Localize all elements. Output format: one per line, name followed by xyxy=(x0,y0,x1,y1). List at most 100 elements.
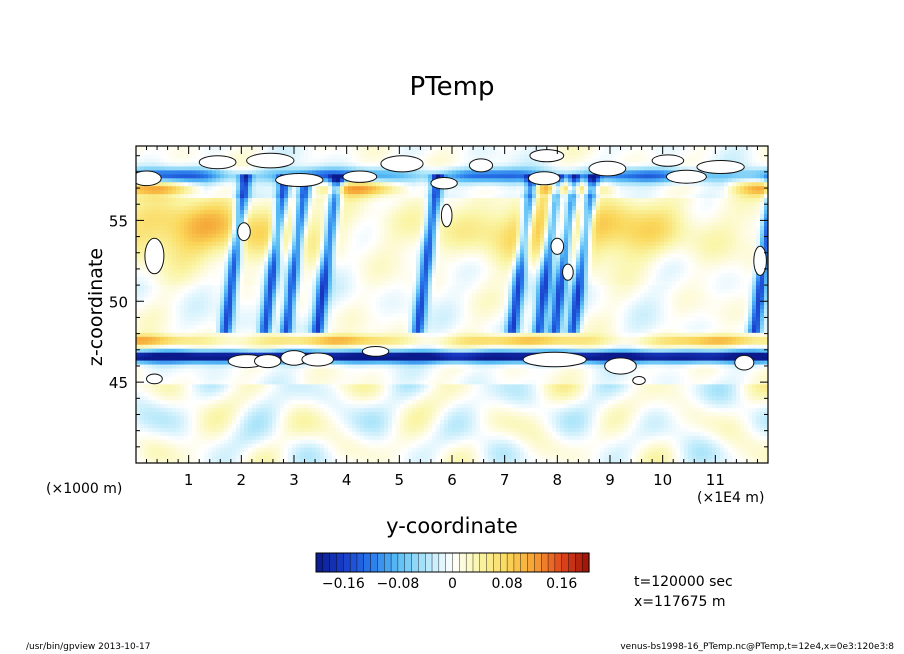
heatmap-cell xyxy=(212,146,217,151)
heatmap-cell xyxy=(256,189,261,195)
heatmap-cell xyxy=(264,205,269,210)
heatmap-cell xyxy=(352,241,357,246)
heatmap-cell xyxy=(224,288,229,294)
heatmap-cell xyxy=(172,276,177,282)
heatmap-cell xyxy=(340,280,345,286)
heatmap-cell xyxy=(268,324,273,329)
heatmap-cell xyxy=(200,177,205,183)
heatmap-cell xyxy=(148,193,153,199)
heatmap-cell xyxy=(164,288,169,294)
heatmap-cell xyxy=(248,197,253,203)
heatmap-cell xyxy=(296,221,301,226)
heatmap-cell xyxy=(360,249,365,254)
heatmap-cell xyxy=(260,324,265,329)
heatmap-cell xyxy=(328,161,333,167)
heatmap-cell xyxy=(332,217,337,222)
heatmap-cell xyxy=(204,403,209,409)
heatmap-cell xyxy=(180,363,185,369)
heatmap-cell xyxy=(280,320,285,325)
heatmap-cell xyxy=(208,237,213,242)
heatmap-cell xyxy=(264,217,269,222)
heatmap-cell xyxy=(240,153,245,159)
heatmap-cell xyxy=(252,344,257,349)
heatmap-cell xyxy=(176,201,181,207)
heatmap-cell xyxy=(260,336,265,341)
heatmap-cell xyxy=(252,395,257,401)
heatmap-cell xyxy=(200,375,205,381)
heatmap-cell xyxy=(200,300,205,306)
heatmap-cell xyxy=(204,177,209,183)
heatmap-cell xyxy=(348,260,353,266)
heatmap-cell xyxy=(188,241,193,246)
heatmap-cell xyxy=(296,296,301,302)
heatmap-cell xyxy=(268,181,273,187)
heatmap-cell xyxy=(140,256,145,262)
heatmap-cell xyxy=(172,146,177,151)
heatmap-cell xyxy=(180,344,185,349)
heatmap-cell xyxy=(176,332,181,337)
heatmap-cell xyxy=(324,296,329,302)
heatmap-cell xyxy=(148,189,153,195)
heatmap-cell xyxy=(204,233,209,238)
heatmap-cell xyxy=(380,268,385,274)
heatmap-cell xyxy=(356,399,361,405)
heatmap-cell xyxy=(304,280,309,286)
heatmap-cell xyxy=(268,292,273,298)
heatmap-cell xyxy=(180,320,185,325)
heatmap-cell xyxy=(292,296,297,302)
heatmap-cell xyxy=(140,284,145,290)
heatmap-cell xyxy=(172,233,177,238)
heatmap-cell xyxy=(376,356,381,361)
heatmap-cell xyxy=(212,241,217,246)
heatmap-cell xyxy=(240,340,245,345)
heatmap-cell xyxy=(252,260,257,266)
heatmap-cell xyxy=(296,205,301,210)
heatmap-cell xyxy=(184,324,189,329)
heatmap-cell xyxy=(292,423,297,428)
heatmap-cell xyxy=(344,403,349,409)
heatmap-cell xyxy=(232,431,237,436)
heatmap-cell xyxy=(308,451,313,456)
heatmap-cell xyxy=(248,379,253,385)
heatmap-cell xyxy=(348,359,353,365)
heatmap-cell xyxy=(304,352,309,357)
heatmap-cell xyxy=(240,213,245,218)
heatmap-cell xyxy=(216,308,221,314)
heatmap-cell xyxy=(240,304,245,310)
heatmap-cell xyxy=(188,201,193,207)
heatmap-cell xyxy=(292,415,297,421)
heatmap-cell xyxy=(228,205,233,210)
heatmap-cell xyxy=(380,371,385,377)
heatmap-cell xyxy=(276,328,281,333)
heatmap-cell xyxy=(272,189,277,195)
heatmap-cell xyxy=(264,332,269,337)
heatmap-cell xyxy=(328,181,333,187)
heatmap-cell xyxy=(324,363,329,369)
heatmap-cell xyxy=(196,205,201,210)
heatmap-cell xyxy=(176,264,181,270)
heatmap-cell xyxy=(372,443,377,448)
heatmap-cell xyxy=(208,169,213,175)
heatmap-cell xyxy=(336,173,341,179)
heatmap-cell xyxy=(212,320,217,325)
heatmap-cell xyxy=(340,451,345,456)
heatmap-cell xyxy=(172,324,177,329)
heatmap-cell xyxy=(316,221,321,226)
heatmap-cell xyxy=(192,328,197,333)
heatmap-cell xyxy=(244,324,249,329)
heatmap-cell xyxy=(180,193,185,199)
heatmap-cell xyxy=(296,379,301,385)
heatmap-cell xyxy=(296,375,301,381)
heatmap-cell xyxy=(272,447,277,452)
heatmap-cell xyxy=(352,383,357,389)
heatmap-cell xyxy=(208,292,213,298)
heatmap-cell xyxy=(300,455,305,460)
heatmap-cell xyxy=(252,209,257,214)
heatmap-cell xyxy=(188,284,193,290)
heatmap-cell xyxy=(240,459,245,463)
heatmap-cell xyxy=(208,229,213,234)
heatmap-cell xyxy=(264,225,269,230)
heatmap-cell xyxy=(196,399,201,405)
heatmap-cell xyxy=(216,241,221,246)
heatmap-cell xyxy=(356,237,361,242)
